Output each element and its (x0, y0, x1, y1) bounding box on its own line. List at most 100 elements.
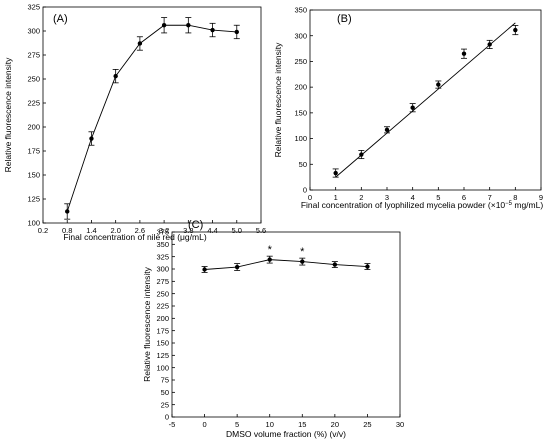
data-point-a (65, 209, 70, 214)
x-tick-label-a: 0.2 (38, 226, 48, 235)
y-tick-label-c: 225 (156, 302, 169, 311)
y-tick-label-a: 325 (27, 3, 40, 12)
x-tick-label-b: 5 (436, 193, 440, 202)
y-tick-label-c: 0 (165, 413, 169, 422)
y-tick-label-c: 250 (156, 289, 169, 298)
data-point-c (365, 264, 370, 269)
data-point-b (384, 127, 390, 133)
x-tick-label-b: 0 (308, 193, 312, 202)
y-tick-label-c: 375 (156, 228, 169, 237)
y-tick-label-a: 275 (27, 51, 40, 60)
significance-marker-c: * (268, 244, 273, 256)
x-tick-label-c: 5 (235, 420, 239, 429)
data-point-c (332, 262, 338, 267)
x-tick-label-b: 3 (385, 193, 389, 202)
y-tick-label-c: 200 (156, 314, 169, 323)
data-point-c (234, 264, 240, 270)
x-axis-label-b-tail: mg/mL) (512, 200, 543, 210)
x-tick-label-a: 0.8 (62, 226, 72, 235)
y-tick-label-b: 250 (294, 57, 307, 66)
data-point-b (487, 42, 492, 47)
x-axis-label-b-sup: −5 (505, 201, 513, 207)
x-tick-label-a: 5.6 (256, 226, 266, 235)
data-point-b (410, 105, 415, 110)
x-axis-label-a: Final concentration of nile red (μg/mL) (63, 232, 206, 242)
x-tick-label-a: 2.0 (110, 226, 120, 235)
series-line-a (66, 24, 237, 212)
x-tick-label-a: 3.8 (183, 226, 193, 235)
y-axis-label-b: Relative fluorescence intensity (273, 42, 283, 158)
y-tick-label-c: 275 (156, 277, 169, 286)
data-point-b (461, 51, 467, 56)
y-axis-label-a: Relative fluorescence intensity (3, 57, 13, 173)
y-tick-label-b: 0 (303, 186, 307, 195)
x-tick-label-a: 5.0 (232, 226, 242, 235)
x-tick-label-c: -5 (169, 420, 176, 429)
y-axis-label-c: Relative fluorescence intensity (142, 266, 152, 382)
y-tick-label-a: 250 (27, 75, 40, 84)
x-tick-label-c: 25 (363, 420, 371, 429)
significance-marker-c: * (300, 246, 305, 258)
y-tick-label-b: 100 (294, 134, 307, 143)
panel-c: (C) Relative fluorescence intensity DMSO… (142, 219, 404, 439)
y-tick-label-a: 150 (27, 171, 40, 180)
x-tick-label-b: 8 (513, 193, 517, 202)
data-point-a (186, 23, 191, 28)
x-tick-label-a: 3.2 (159, 226, 169, 235)
x-tick-label-c: 15 (298, 420, 306, 429)
y-tick-label-c: 300 (156, 265, 169, 274)
y-tick-label-c: 125 (156, 351, 169, 360)
x-tick-label-b: 2 (359, 193, 363, 202)
x-axis-label-b: Final concentration of lyophilized mycel… (301, 200, 544, 210)
data-point-a (234, 29, 239, 35)
plot-frame-b (309, 9, 542, 191)
y-tick-label-c: 350 (156, 240, 169, 249)
y-tick-label-c: 50 (161, 388, 169, 397)
data-point-b (513, 27, 518, 33)
data-point-b (359, 152, 364, 157)
panel-label-c: (C) (188, 219, 203, 231)
y-tick-label-c: 25 (161, 400, 169, 409)
panel-label-a: (A) (53, 13, 68, 25)
y-tick-label-c: 175 (156, 326, 169, 335)
x-axis-label-c: DMSO volume fraction (%) (v/v) (226, 429, 346, 439)
plot-frame-a (42, 6, 262, 224)
y-tick-label-c: 325 (156, 252, 169, 261)
x-tick-label-b: 6 (462, 193, 466, 202)
y-tick-label-b: 50 (299, 160, 307, 169)
panel-label-b: (B) (337, 13, 352, 25)
y-tick-label-a: 125 (27, 195, 40, 204)
data-point-a (113, 73, 118, 79)
y-tick-label-a: 300 (27, 27, 40, 36)
x-tick-label-b: 4 (411, 193, 415, 202)
y-tick-label-c: 150 (156, 339, 169, 348)
x-axis-label-b-main: Final concentration of lyophilized mycel… (301, 200, 506, 210)
y-tick-label-a: 225 (27, 99, 40, 108)
data-point-b (436, 82, 441, 87)
x-tick-label-b: 7 (488, 193, 492, 202)
data-point-c (267, 257, 272, 262)
x-tick-label-a: 1.4 (86, 226, 96, 235)
y-tick-label-b: 300 (294, 31, 307, 40)
y-tick-label-b: 350 (294, 6, 307, 15)
plot-frame-c (171, 231, 401, 418)
data-point-a (210, 27, 215, 33)
x-tick-label-c: 10 (266, 420, 274, 429)
x-tick-label-a: 4.4 (207, 226, 217, 235)
data-point-a (161, 23, 167, 28)
y-tick-label-b: 200 (294, 83, 307, 92)
y-tick-label-c: 100 (156, 363, 169, 372)
data-point-a (89, 136, 94, 141)
x-tick-label-b: 1 (334, 193, 338, 202)
x-tick-label-c: 30 (396, 420, 404, 429)
y-tick-label-a: 200 (27, 123, 40, 132)
panel-a: (A) Relative fluorescence intensity Fina… (3, 3, 266, 242)
x-tick-label-c: 0 (202, 420, 206, 429)
x-tick-label-c: 20 (331, 420, 339, 429)
x-tick-label-a: 2.6 (135, 226, 145, 235)
y-tick-label-a: 100 (27, 219, 40, 228)
y-tick-label-b: 150 (294, 108, 307, 117)
x-tick-label-b: 9 (539, 193, 543, 202)
panel-b: (B) Relative fluorescence intensity Fina… (273, 6, 543, 210)
